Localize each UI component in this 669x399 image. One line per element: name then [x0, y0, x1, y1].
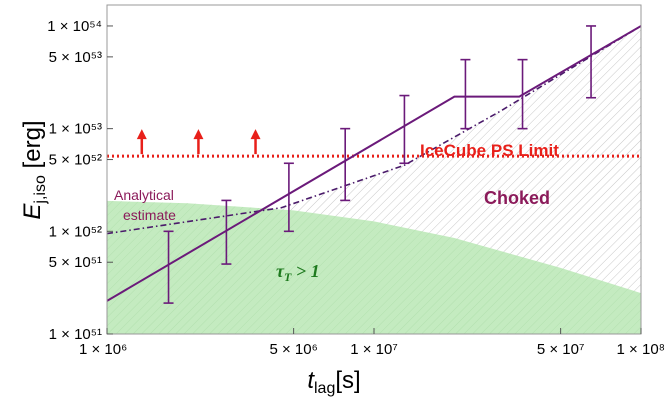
tau-region — [107, 200, 641, 334]
x-tick-label-4: 1 × 10⁸ — [617, 341, 665, 358]
limit-arrows — [136, 129, 261, 155]
x-axis-label-main: t — [307, 367, 315, 394]
y-axis-label-unit: [erg] — [19, 120, 46, 175]
tau-symbol: τ — [276, 261, 285, 281]
analytical-label-line1: Analytical — [114, 187, 174, 203]
error-bars — [163, 25, 597, 304]
limit-arrow-head-2 — [250, 129, 261, 140]
y-axis-label-sub: j,iso — [32, 175, 49, 205]
x-axis-ticks: 1 × 10⁶ 5 × 10⁶ 1 × 10⁷ 5 × 10⁷ 1 × 10⁸ — [79, 328, 665, 358]
x-axis-label-unit: [s] — [335, 367, 360, 394]
analytical-label-line2: estimate — [123, 207, 176, 223]
plot-area — [107, 25, 641, 334]
y-tick-label-6: 1 × 10⁵⁴ — [47, 18, 102, 35]
choked-region — [107, 26, 641, 294]
y-axis-label-main: E — [19, 203, 46, 220]
y-tick-label-3: 5 × 10⁵² — [49, 152, 102, 169]
choked-label: Choked — [484, 188, 550, 208]
x-axis-label: tlag[s] — [307, 367, 360, 397]
analytical-estimate-line — [107, 25, 641, 235]
icecube-label: IceCube PS Limit — [420, 141, 559, 160]
x-tick-label-2: 1 × 10⁷ — [350, 341, 398, 358]
fit-line — [107, 25, 641, 302]
x-tick-label-1: 5 × 10⁶ — [269, 341, 317, 358]
y-axis-ticks: 1 × 10⁵¹ 5 × 10⁵¹ 1 × 10⁵² 5 × 10⁵² 1 × 10⁵³… — [47, 18, 113, 343]
y-tick-label-2: 1 × 10⁵² — [49, 223, 102, 240]
y-tick-label-0: 1 × 10⁵¹ — [49, 326, 102, 343]
tau-subscript: T — [284, 270, 292, 284]
tau-label: τT > 1 — [276, 261, 320, 284]
y-tick-label-5: 5 × 10⁵³ — [49, 49, 102, 66]
y-tick-label-1: 5 × 10⁵¹ — [49, 254, 102, 271]
y-axis-label: Ej,iso [erg] — [19, 120, 49, 219]
limit-arrow-head-0 — [136, 129, 147, 140]
tau-condition: > 1 — [291, 261, 319, 281]
x-axis-label-sub: lag — [314, 380, 335, 397]
x-tick-label-3: 5 × 10⁷ — [537, 341, 585, 358]
limit-arrow-head-1 — [193, 129, 204, 140]
y-tick-label-4: 1 × 10⁵³ — [49, 121, 102, 138]
x-tick-label-0: 1 × 10⁶ — [79, 341, 127, 358]
